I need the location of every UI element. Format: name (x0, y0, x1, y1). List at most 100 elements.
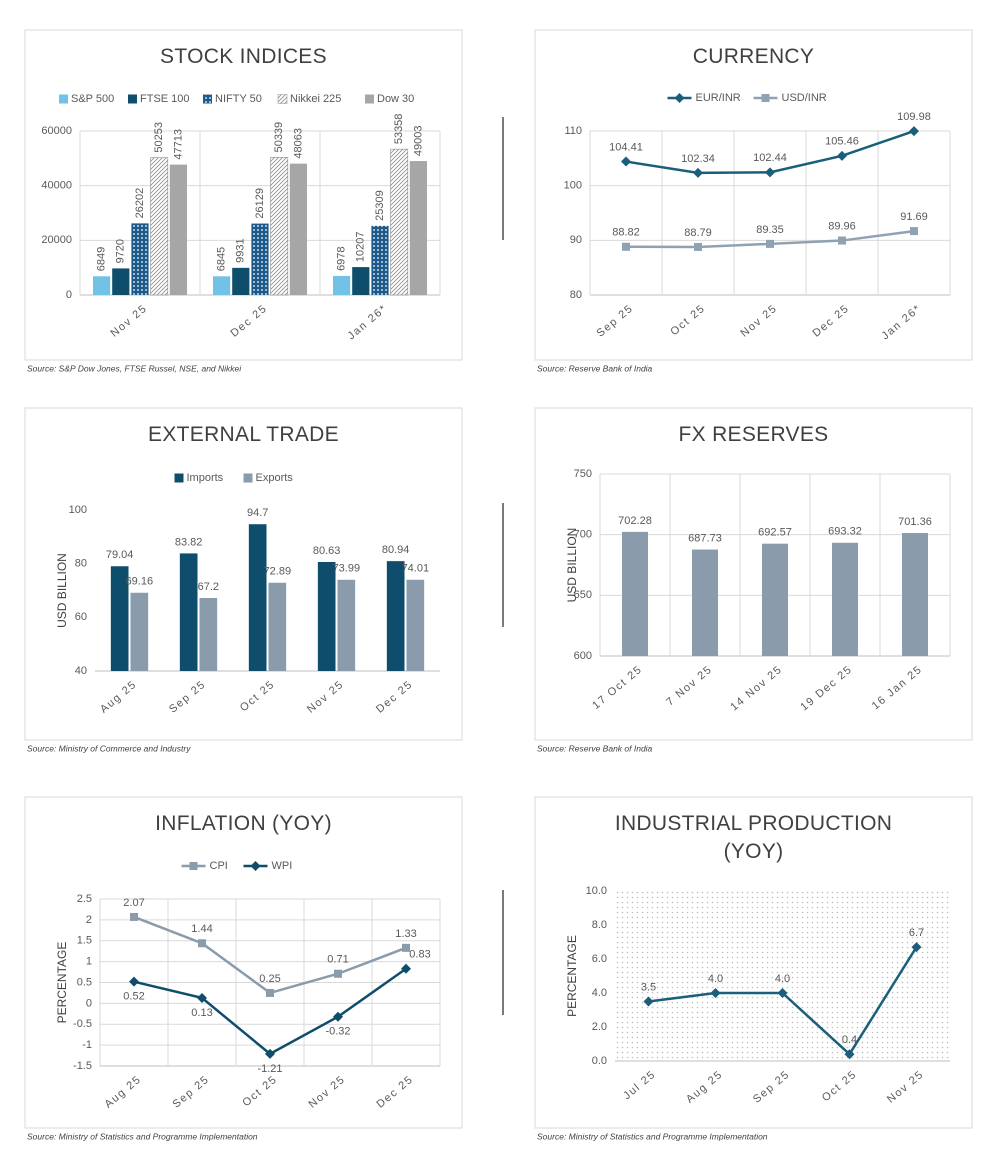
data-label: 2.07 (123, 897, 144, 909)
bar (169, 164, 187, 295)
data-label: 6845 (216, 247, 228, 271)
panel (24, 796, 463, 1129)
chart-title-text: EXTERNAL TRADE (148, 423, 339, 446)
data-label: -1.21 (257, 1063, 282, 1075)
x-tick-label: Dec 25 (374, 1073, 415, 1110)
bar (131, 223, 149, 295)
data-label: 73.99 (333, 563, 361, 575)
y-tick-label: 6.0 (592, 953, 607, 965)
data-label: 80.94 (382, 544, 410, 556)
data-label: 89.96 (828, 220, 856, 232)
chart-title: FX RESERVES (535, 421, 972, 449)
x-tick-label: 19 Dec 25 (798, 663, 854, 713)
panel (534, 407, 973, 741)
y-axis-label: PERCENTAGE (55, 942, 69, 1024)
data-label: 80.63 (313, 545, 341, 557)
x-tick-label: Jul 25 (621, 1068, 658, 1102)
marker (198, 939, 206, 948)
data-label: 104.41 (609, 141, 643, 153)
legend-label: NIFTY 50 (215, 93, 262, 105)
x-tick-label: Nov 25 (305, 678, 346, 715)
bar (390, 148, 409, 296)
y-tick-label: -0.5 (73, 1018, 92, 1030)
data-label: 0.4 (842, 1034, 857, 1046)
marker (766, 239, 774, 248)
source: Source: Ministry of Commerce and Industr… (27, 743, 191, 753)
data-label: 83.82 (175, 536, 203, 548)
chart-title-text: INDUSTRIAL PRODUCTION (YOY) (614, 812, 893, 863)
bar (333, 275, 351, 295)
legend-label: FTSE 100 (140, 93, 190, 105)
source: Source: Reserve Bank of India (537, 743, 653, 753)
legend-label: WPI (272, 860, 293, 872)
marker (909, 126, 919, 137)
chart-title-text: STOCK INDICES (160, 45, 327, 68)
legend-swatch (174, 473, 184, 483)
chart-title-text: INFLATION (YOY) (155, 812, 332, 835)
bar (692, 549, 718, 656)
marker (693, 167, 703, 178)
chart-title: EXTERNAL TRADE (25, 421, 462, 449)
y-tick-label: 650 (574, 589, 592, 601)
chart-title: STOCK INDICES (25, 43, 462, 71)
y-tick-label: -1.5 (73, 1060, 92, 1072)
marker (911, 942, 922, 953)
bar (268, 582, 287, 671)
y-tick-label: 80 (75, 558, 87, 570)
bar (232, 267, 250, 295)
data-label: 702.28 (618, 515, 652, 527)
legend-label: CPI (210, 860, 228, 872)
data-label: 88.82 (612, 227, 640, 239)
y-tick-label: 10.0 (586, 885, 607, 897)
bar (248, 524, 267, 671)
chart-title-text: CURRENCY (692, 45, 815, 68)
y-tick-label: 20000 (41, 234, 72, 246)
data-label: 25309 (374, 190, 386, 221)
bar (110, 566, 129, 671)
x-tick-label: 16 Jan 25 (870, 663, 925, 712)
bar (337, 579, 356, 671)
legend-label: USD/INR (782, 92, 827, 104)
marker (189, 862, 198, 870)
legend-label: Dow 30 (377, 93, 414, 105)
panel (24, 29, 463, 361)
legend-label: EUR/INR (696, 92, 741, 104)
bar (406, 579, 425, 671)
data-label: 26129 (254, 188, 266, 219)
data-label: 6.7 (909, 927, 924, 939)
data-label: 687.73 (688, 532, 722, 544)
data-label: 1.33 (395, 928, 416, 940)
panel (534, 29, 973, 361)
data-label: 94.7 (247, 507, 268, 519)
x-tick-label: Oct 25 (240, 1073, 279, 1109)
data-label: 1.44 (191, 923, 212, 935)
y-axis-label: PERCENTAGE (565, 935, 579, 1017)
data-label: 0.83 (409, 949, 430, 961)
chart-title-text: FX RESERVES (678, 423, 829, 446)
bar (622, 531, 648, 656)
data-label: 102.34 (681, 153, 715, 165)
marker (643, 996, 654, 1007)
y-tick-label: 0 (86, 997, 92, 1009)
x-tick-label: Nov 25 (108, 302, 149, 339)
y-tick-label: 8.0 (592, 919, 607, 931)
marker (197, 992, 207, 1003)
x-tick-label: Sep 25 (594, 302, 635, 339)
legend-label: Exports (256, 472, 294, 484)
bar (213, 276, 231, 295)
data-label: 0.25 (259, 973, 280, 985)
data-label: 0.52 (123, 991, 144, 1003)
legend-label: S&P 500 (71, 93, 114, 105)
data-label: 67.2 (198, 581, 219, 593)
x-tick-label: Nov 25 (885, 1068, 926, 1105)
bar (150, 157, 169, 296)
x-tick-label: Dec 25 (228, 302, 269, 339)
bar (832, 542, 858, 656)
marker (621, 156, 631, 167)
panel (534, 796, 973, 1129)
source: Source: Reserve Bank of India (537, 363, 653, 373)
data-label: 4.0 (775, 973, 790, 985)
x-tick-label: Nov 25 (306, 1073, 347, 1110)
bar (112, 268, 130, 295)
